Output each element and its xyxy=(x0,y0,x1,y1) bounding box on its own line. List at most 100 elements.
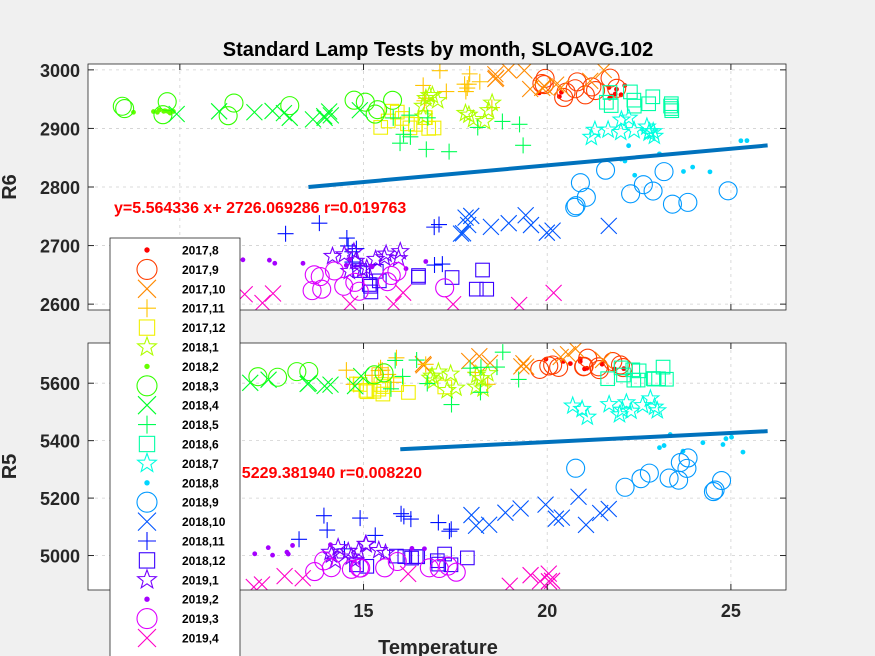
legend-item: 2018,5 xyxy=(138,415,219,434)
data-point xyxy=(567,343,584,358)
data-point xyxy=(729,434,734,440)
data-point xyxy=(703,482,723,502)
data-point xyxy=(426,257,443,274)
data-point xyxy=(423,259,429,264)
data-point xyxy=(462,207,480,225)
data-point xyxy=(387,352,404,369)
data-point xyxy=(387,261,407,281)
data-point xyxy=(341,295,359,310)
legend-label: 2018,12 xyxy=(182,554,226,568)
data-point xyxy=(662,194,683,214)
data-point xyxy=(440,363,461,383)
data-point xyxy=(368,100,388,120)
data-point xyxy=(431,64,448,79)
y-tick-label: 5600 xyxy=(40,374,80,394)
data-point xyxy=(600,500,618,518)
data-point xyxy=(315,507,332,524)
data-point xyxy=(356,533,377,553)
legend-marker xyxy=(137,395,157,415)
data-point xyxy=(352,367,370,385)
legend-marker xyxy=(136,335,158,357)
data-point xyxy=(394,284,412,302)
data-point xyxy=(389,377,404,392)
data-point xyxy=(368,539,389,559)
data-point xyxy=(408,352,425,369)
data-point xyxy=(345,550,366,570)
data-point xyxy=(365,104,385,124)
data-point xyxy=(645,89,661,105)
legend-item: 2018,12 xyxy=(138,552,226,569)
data-point xyxy=(419,84,440,104)
data-point xyxy=(270,552,275,558)
data-point xyxy=(654,162,674,182)
data-point xyxy=(511,116,528,133)
data-point xyxy=(623,84,638,100)
data-point xyxy=(328,542,333,548)
data-point xyxy=(591,504,609,522)
legend-marker xyxy=(136,258,158,280)
data-point xyxy=(268,367,288,387)
data-point xyxy=(586,80,606,101)
data-point xyxy=(522,216,540,234)
fit-line xyxy=(308,143,768,189)
data-point xyxy=(459,550,475,566)
data-point xyxy=(401,107,418,124)
data-point xyxy=(538,224,556,242)
data-point xyxy=(431,216,448,233)
y-tick-label: 2900 xyxy=(40,119,80,139)
data-point xyxy=(494,344,511,361)
data-point xyxy=(454,224,472,242)
data-point xyxy=(475,262,490,278)
data-point xyxy=(305,562,325,582)
data-point xyxy=(364,367,381,384)
data-point xyxy=(402,511,419,528)
legend-marker xyxy=(144,480,150,486)
data-point xyxy=(438,83,455,100)
data-point xyxy=(294,569,312,587)
data-point xyxy=(456,76,473,93)
data-point xyxy=(457,209,474,227)
data-point xyxy=(479,281,495,297)
data-point xyxy=(462,360,479,377)
data-point xyxy=(625,362,641,378)
data-point xyxy=(411,269,426,285)
data-point xyxy=(631,469,651,489)
data-point xyxy=(643,181,663,201)
data-point xyxy=(510,371,527,388)
data-point xyxy=(276,567,293,585)
y-axis-label: R6 xyxy=(0,174,21,200)
legend-marker xyxy=(138,299,156,318)
fit-equation-annotation: + 5229.381940 r=0.008220 xyxy=(228,465,422,482)
data-point xyxy=(678,448,698,468)
data-point xyxy=(375,558,395,578)
data-point xyxy=(322,107,340,124)
legend-item: 2018,2 xyxy=(144,360,219,374)
legend-label: 2017,9 xyxy=(182,263,219,277)
data-point xyxy=(467,517,485,535)
data-point xyxy=(646,371,662,387)
data-point xyxy=(264,285,282,302)
data-point xyxy=(645,371,661,386)
legend-item: 2017,10 xyxy=(137,279,226,299)
data-point xyxy=(315,107,333,125)
data-point xyxy=(547,510,565,528)
data-point xyxy=(663,98,678,114)
data-point xyxy=(681,169,686,174)
data-point xyxy=(277,225,294,242)
data-point xyxy=(500,214,518,232)
data-point xyxy=(422,365,442,385)
data-point xyxy=(299,361,319,382)
data-point xyxy=(517,206,535,224)
data-point xyxy=(375,542,396,562)
data-point xyxy=(602,85,618,100)
data-point xyxy=(383,90,403,110)
data-point xyxy=(385,109,402,126)
data-point xyxy=(744,138,750,144)
data-point xyxy=(364,365,384,385)
data-point xyxy=(482,218,500,236)
legend-label: 2018,2 xyxy=(182,360,219,374)
data-point xyxy=(460,352,478,370)
data-point xyxy=(390,240,411,260)
data-point xyxy=(565,79,585,99)
data-point xyxy=(284,549,290,555)
